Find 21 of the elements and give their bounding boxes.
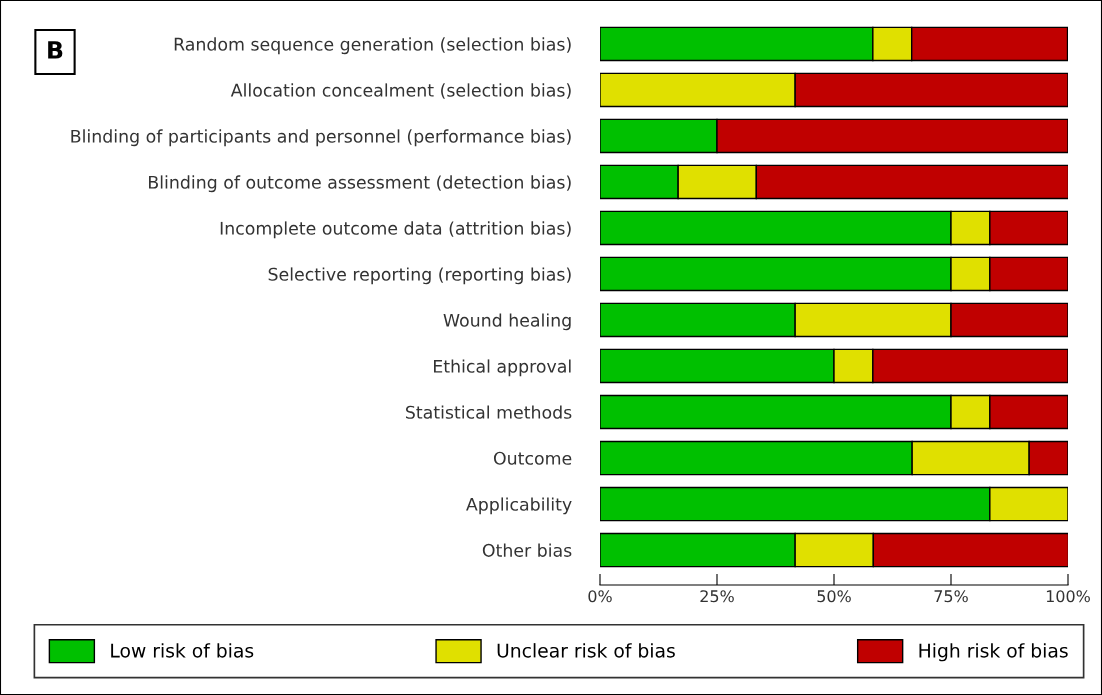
y-tick-label: Blinding of participants and personnel (performance bias): [71, 129, 571, 147]
text: B: [48, 41, 63, 59]
y-tick-label: Applicability: [466, 497, 572, 515]
legend-label: Low risk of bias: [111, 643, 254, 658]
y-tick-label: Wound healing: [443, 313, 571, 331]
x-tick-label: 75%: [934, 590, 968, 603]
x-tick-label: 100%: [1046, 590, 1090, 603]
y-tick-label: Blinding of outcome assessment (detection bias): [149, 175, 571, 193]
legend-label: High risk of bias: [919, 643, 1068, 662]
y-tick-label: Statistical methods: [405, 405, 572, 419]
x-tick-label: 25%: [700, 590, 734, 603]
y-tick-label: Incomplete outcome data (attrition bias): [220, 221, 571, 239]
y-tick-label: Random sequence generation (selection bias): [174, 37, 571, 55]
y-tick-label: Selective reporting (reporting bias): [268, 267, 571, 285]
y-tick-label: Allocation concealment (selection bias): [230, 83, 571, 99]
y-tick-label: Outcome: [493, 451, 572, 465]
legend-label: Unclear risk of bias: [497, 643, 675, 658]
x-tick-label: 50%: [817, 590, 851, 603]
y-tick-label: Other bias: [482, 543, 572, 557]
y-tick-label: Ethical approval: [434, 359, 571, 377]
x-tick-label: 0%: [588, 590, 612, 603]
